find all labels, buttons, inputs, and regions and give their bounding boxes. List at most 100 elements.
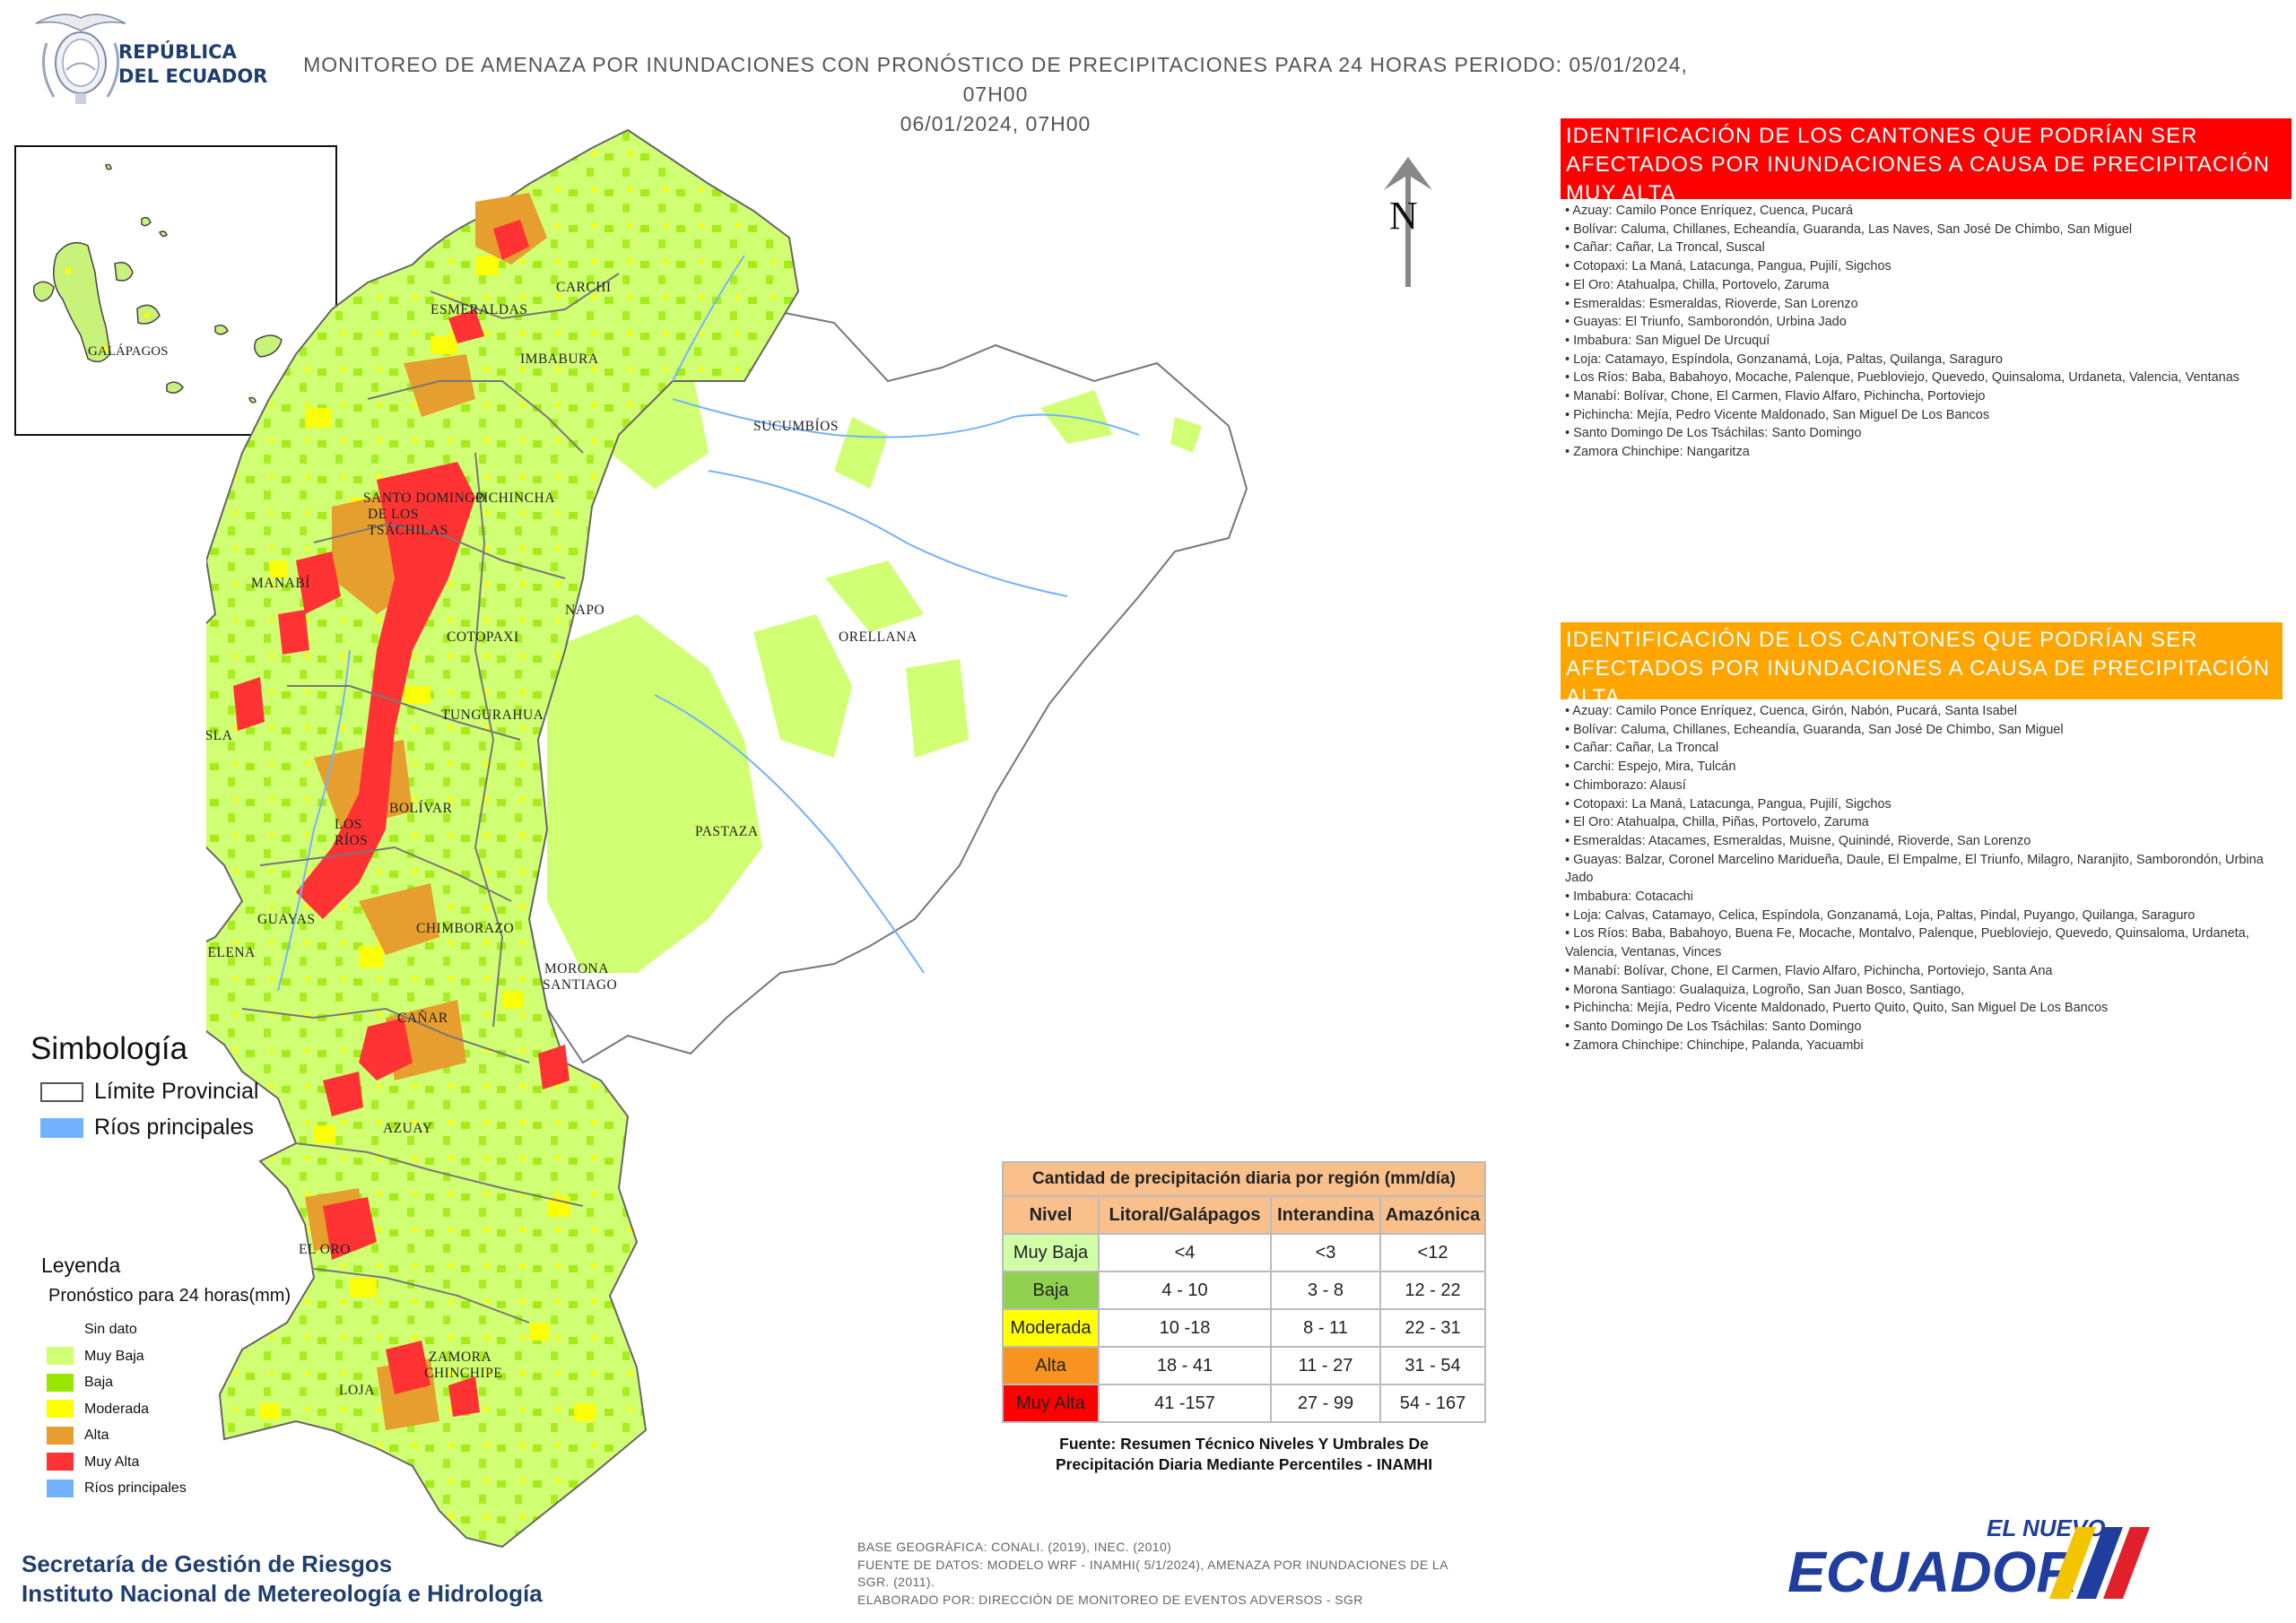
high-item: • Guayas: Balzar, Coronel Marcelino Mari… [1565,852,2264,886]
footer-org-sgr: Secretaría de Gestión de Riesgos [22,1550,393,1577]
provincial-boundaries [241,273,620,1324]
north-label: N [1389,194,1418,238]
very-high-header-text: IDENTIFICACIÓN DE LOS CANTONES QUE PODRÍ… [1566,124,2270,205]
simbologia-item-rios: Ríos principales [40,1115,254,1141]
very-high-item: • Imbabura: San Miguel De Urcuquí [1565,333,1770,348]
table-cell-amazonica: 54 - 167 [1379,1384,1486,1423]
simbologia-title: Simbología [30,1031,188,1066]
label-el-oro: EL ORO [299,1242,351,1257]
title-line1: MONITOREO DE AMENAZA POR INUNDACIONES CO… [303,53,1688,106]
limite-provincial-swatch [40,1082,83,1103]
isla-darwin-shape [105,163,112,170]
high-item: • Bolívar: Caluma, Chillanes, Echeandía,… [1565,722,2064,737]
table-cell-amazonica: 22 - 31 [1379,1308,1486,1348]
label-carchi: CARCHI [556,280,612,295]
leyenda-swatch [47,1400,74,1419]
leyenda-swatch [47,1426,74,1445]
high-item: • Chimborazo: Alausí [1565,777,1686,793]
table-row: Muy Alta 41 -157 27 - 99 54 - 167 [1002,1384,1486,1423]
footer-note-elaborado: ELABORADO POR: DIRECCIÓN DE MONITOREO DE… [857,1592,1363,1607]
table-cell-interandina: <3 [1270,1233,1381,1272]
footer-organizations: Secretaría de Gestión de Riesgos Institu… [22,1549,543,1609]
isla-fernandina-shape [32,281,55,302]
high-header: IDENTIFICACIÓN DE LOS CANTONES QUE PODRÍ… [1561,622,2283,709]
leyenda-label: Moderada [84,1401,150,1417]
simbologia-label-rios: Ríos principales [94,1115,254,1140]
table-cell-amazonica: 31 - 54 [1379,1346,1486,1385]
label-los-rios-2: RÍOS [335,833,368,848]
table-body: Muy Baja <4 <3 <12 Baja 4 - 10 3 - 8 12 - 22 Mod… [1002,1233,1486,1423]
label-morona-2: SANTIAGO [543,977,617,993]
title-line2: 06/01/2024, 07H00 [900,112,1091,135]
label-tungurahua: TUNGURAHUA [441,707,544,723]
table-cell-nivel: Moderada [1002,1308,1100,1348]
table-source-line1: Fuente: Resumen Técnico Niveles Y Umbral… [1059,1435,1429,1453]
table-row: Alta 18 - 41 11 - 27 31 - 54 [1002,1346,1486,1385]
high-item: • Carchi: Espejo, Mira, Tulcán [1565,759,1736,775]
high-item: • El Oro: Atahualpa, Chilla, Piñas, Port… [1565,815,1869,830]
very-high-precip-areas [233,220,570,1417]
table-cell-amazonica: <12 [1379,1233,1486,1272]
high-item: • Pichincha: Mejía, Pedro Vicente Maldon… [1565,1001,2109,1016]
label-orellana: ORELLANA [839,629,918,645]
leyenda-item: Baja [47,1373,113,1393]
simbologia-item-limite: Límite Provincial [40,1079,258,1105]
very-high-item: • Pichincha: Mejía, Pedro Vicente Maldon… [1565,407,1990,422]
table-source-line2: Precipitación Diaria Mediante Percentile… [1055,1455,1433,1473]
table-cell-nivel: Baja [1002,1271,1100,1310]
very-high-header: IDENTIFICACIÓN DE LOS CANTONES QUE PODRÍ… [1561,118,2292,205]
table-caption: Cantidad de precipitación diaria por reg… [1002,1161,1486,1197]
high-item: • Loja: Calvas, Catamayo, Celica, Espínd… [1565,907,2196,923]
table-cell-litoral: 4 - 10 [1098,1271,1272,1310]
table-cell-nivel: Muy Baja [1002,1233,1100,1272]
high-item: • Esmeraldas: Atacames, Esmeraldas, Muis… [1565,833,2031,848]
leyenda-label: Baja [84,1375,114,1390]
footer-note-fuente-cont: SGR. (2011). [857,1575,935,1589]
table-header-litoral: Litoral/Galápagos [1098,1195,1272,1235]
high-item: • Cañar: Cañar, La Troncal [1565,741,1719,756]
table-row: Baja 4 - 10 3 - 8 12 - 22 [1002,1271,1486,1310]
table-cell-litoral: 10 -18 [1098,1308,1272,1348]
table-row: Muy Baja <4 <3 <12 [1002,1233,1486,1272]
page-title: MONITOREO DE AMENAZA POR INUNDACIONES CO… [296,50,1695,139]
leyenda-item: Muy Baja [47,1347,144,1367]
label-loja: LOJA [339,1383,375,1398]
very-high-item: • Cotopaxi: La Maná, Latacunga, Pangua, … [1565,259,1892,274]
high-item: • Azuay: Camilo Ponce Enríquez, Cuenca, … [1565,704,2017,718]
table-cell-interandina: 3 - 8 [1270,1271,1381,1310]
table-cell-nivel: Alta [1002,1346,1100,1385]
very-high-item: • Cañar: Cañar, La Troncal, Suscal [1565,240,1765,256]
label-morona-1: MORONA [544,961,609,976]
label-manabi: MANABÍ [251,576,310,591]
high-item: • Morona Santiago: Gualaquiza, Logroño, … [1565,982,1965,997]
leyenda-subtitle: Pronóstico para 24 horas(mm) [48,1286,291,1306]
table-cell-litoral: 41 -157 [1098,1384,1272,1423]
label-bolivar: BOLÍVAR [389,801,453,816]
table-cell-nivel: Muy Alta [1002,1384,1100,1423]
footer-org-inamhi: Instituto Nacional de Metereología e Hid… [22,1580,543,1607]
label-guayas: GUAYAS [257,912,315,927]
table-source: Fuente: Resumen Técnico Niveles Y Umbral… [1002,1434,1486,1475]
isla-santiago-shape [114,262,134,282]
high-canton-list: • Azuay: Camilo Ponce Enríquez, Cuenca, … [1565,702,2274,1055]
label-chimborazo: CHIMBORAZO [416,921,514,936]
amazon-green-patches [547,363,1202,973]
label-cotopaxi: COTOPAXI [447,629,519,645]
inset-label-galapagos: GALÁPAGOS [88,343,168,359]
footer-note-base: BASE GEOGRÁFICA: CONALI. (2019), INEC. (… [857,1540,1172,1554]
leyenda-swatch [47,1347,74,1366]
label-santo-domingo-2: DE LOS [368,507,419,522]
north-arrow-icon: N [1384,157,1432,287]
isla-genovesa-shape [159,230,168,238]
label-azuay: AZUAY [383,1121,432,1136]
leyenda-label: Muy Baja [84,1348,144,1364]
leyenda-swatch [47,1373,74,1392]
leyenda-swatch [47,1479,74,1497]
table-row: Moderada 10 -18 8 - 11 22 - 31 [1002,1308,1486,1348]
coat-of-arms-icon [35,13,126,104]
table-cell-amazonica: 12 - 22 [1379,1271,1486,1310]
very-high-canton-list: • Azuay: Camilo Ponce Enríquez, Cuenca, … [1565,202,2274,462]
leyenda-swatch [47,1320,74,1339]
isla-marchena-shape [141,216,152,227]
isla-espanola-shape [248,396,257,404]
